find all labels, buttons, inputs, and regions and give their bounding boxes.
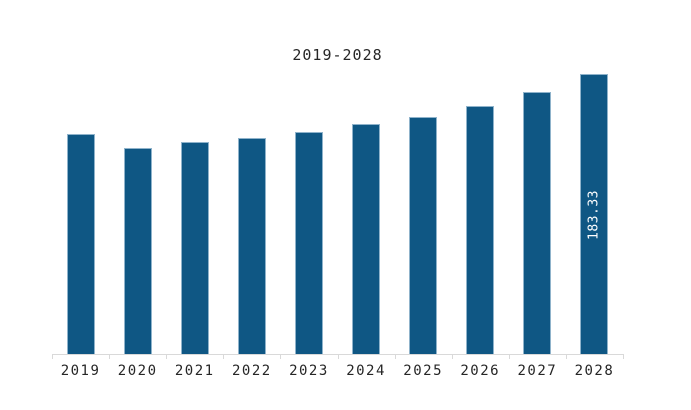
- bar-2025: [409, 116, 438, 354]
- bar-2028: 183.33: [580, 74, 609, 354]
- x-tick-label-2028: 2028: [574, 363, 615, 379]
- axis-tick: [508, 354, 510, 359]
- axis-tick: [394, 354, 396, 359]
- x-tick-label-2022: 2022: [231, 363, 272, 379]
- axis-tick: [223, 354, 225, 359]
- chart-title: 2019-2028: [292, 46, 383, 64]
- bar-2020: [123, 147, 152, 354]
- bar-value-label-2028: 183.33: [586, 189, 602, 240]
- axis-tick: [565, 354, 567, 359]
- axis-tick: [623, 354, 624, 359]
- bar-2021: [180, 141, 209, 354]
- x-tick-label-2024: 2024: [346, 363, 386, 379]
- x-tick-label-2019: 2019: [60, 363, 101, 379]
- bar-2027: [523, 91, 552, 354]
- axis-tick: [451, 354, 453, 359]
- x-tick-label-2020: 2020: [117, 363, 158, 379]
- x-tick-label-2026: 2026: [460, 363, 501, 379]
- bar-2022: [237, 138, 266, 354]
- x-tick-label-2021: 2021: [174, 363, 215, 379]
- x-tick-label-2025: 2025: [403, 363, 443, 379]
- x-tick-label-2027: 2027: [517, 363, 558, 379]
- x-tick-label-2023: 2023: [289, 363, 329, 379]
- axis-tick: [109, 354, 111, 359]
- x-axis-line: [52, 354, 624, 355]
- bar-2026: [466, 105, 495, 354]
- axis-tick: [337, 354, 339, 359]
- bar-2019: [66, 134, 95, 354]
- axis-tick: [52, 354, 53, 359]
- axis-tick: [280, 354, 282, 359]
- axis-tick: [166, 354, 168, 359]
- bar-2023: [294, 132, 323, 354]
- bar-2024: [352, 124, 381, 354]
